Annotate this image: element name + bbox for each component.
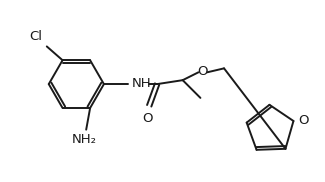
Text: O: O [142, 112, 152, 125]
Text: Cl: Cl [29, 31, 42, 43]
Text: O: O [298, 114, 309, 126]
Text: NH₂: NH₂ [72, 133, 97, 146]
Text: O: O [197, 65, 208, 78]
Text: NH: NH [132, 77, 151, 90]
